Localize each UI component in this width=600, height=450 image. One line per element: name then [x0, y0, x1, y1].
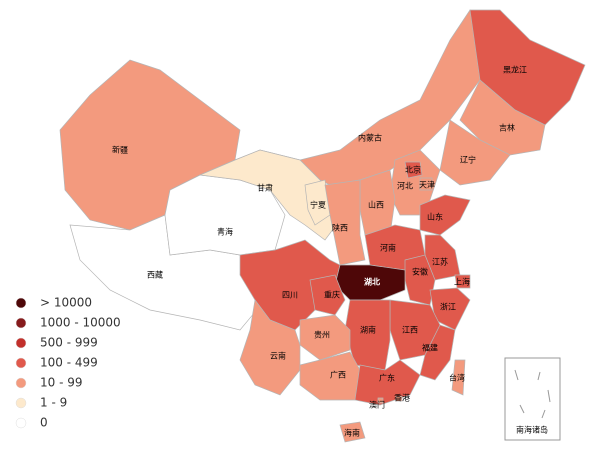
- province[interactable]: [304, 179, 331, 226]
- legend-label: 500 - 999: [40, 336, 98, 350]
- province-label: 宁夏: [310, 200, 326, 210]
- province[interactable]: [324, 179, 366, 266]
- province-label: 甘肃: [257, 183, 273, 193]
- province[interactable]: [451, 359, 466, 396]
- legend: > 10000 1000 - 10000 500 - 999 100 - 499 10 …: [15, 296, 121, 430]
- province-label: 辽宁: [460, 155, 476, 165]
- province-label: 青海: [217, 227, 233, 237]
- legend-swatch: [15, 397, 27, 409]
- province[interactable]: [239, 299, 301, 396]
- inset-label: 南海诸岛: [516, 425, 548, 435]
- province-label: 重庆: [324, 290, 340, 300]
- legend-label: 0: [40, 416, 48, 430]
- province[interactable]: [198, 149, 341, 241]
- province-label: 江西: [402, 326, 418, 335]
- province-layer: [59, 9, 586, 443]
- province-label: 澳门: [369, 400, 385, 410]
- province-label: 四川: [282, 291, 298, 300]
- province-label: 北京: [405, 165, 421, 175]
- province-label: 广东: [379, 373, 395, 383]
- province-label: 香港: [394, 393, 410, 403]
- province-label: 山西: [368, 200, 384, 210]
- province[interactable]: [454, 274, 471, 289]
- province-label: 黑龙江: [503, 65, 527, 75]
- inset-islands: [514, 369, 551, 419]
- province-label: 福建: [422, 343, 438, 353]
- legend-label: 1000 - 10000: [40, 316, 121, 330]
- inset-box: [504, 357, 561, 441]
- province-label: 浙江: [440, 302, 456, 312]
- legend-swatch: [15, 337, 27, 349]
- province-label: 贵州: [314, 330, 330, 340]
- province-label: 河北: [397, 181, 413, 191]
- province[interactable]: [339, 421, 366, 443]
- legend-label: 10 - 99: [40, 376, 83, 390]
- province-label: 河南: [380, 243, 396, 253]
- province[interactable]: [419, 177, 433, 191]
- province-label: 上海: [454, 277, 470, 287]
- province[interactable]: [309, 274, 346, 316]
- legend-label: 1 - 9: [40, 396, 67, 410]
- legend-swatch: [15, 357, 27, 369]
- province[interactable]: [395, 395, 403, 402]
- legend-swatch: [15, 317, 27, 329]
- province-label: 海南: [344, 428, 360, 438]
- province[interactable]: [354, 359, 421, 406]
- province-label: 湖北: [364, 277, 380, 287]
- province-label: 天津: [419, 180, 435, 190]
- province-label: 湖南: [360, 325, 376, 335]
- province[interactable]: [164, 174, 286, 256]
- province[interactable]: [377, 397, 384, 404]
- province-label: 吉林: [499, 123, 515, 133]
- province-label: 西藏: [147, 270, 163, 280]
- province-label: 台湾: [449, 373, 465, 383]
- legend-swatch: [15, 377, 27, 389]
- province-label: 山东: [427, 212, 443, 222]
- province-label: 江苏: [432, 257, 448, 267]
- legend-swatch: [15, 297, 27, 309]
- province-label: 新疆: [112, 145, 128, 155]
- province-label: 内蒙古: [358, 133, 382, 143]
- province[interactable]: [404, 161, 423, 179]
- legend-label: 100 - 499: [40, 356, 98, 370]
- legend-swatch: [15, 417, 27, 429]
- province-label: 云南: [270, 351, 286, 361]
- province-label: 广西: [330, 370, 346, 380]
- province-label: 陕西: [332, 223, 348, 233]
- province[interactable]: [459, 79, 546, 156]
- legend-label: > 10000: [40, 296, 92, 310]
- province-label: 安徽: [412, 267, 428, 277]
